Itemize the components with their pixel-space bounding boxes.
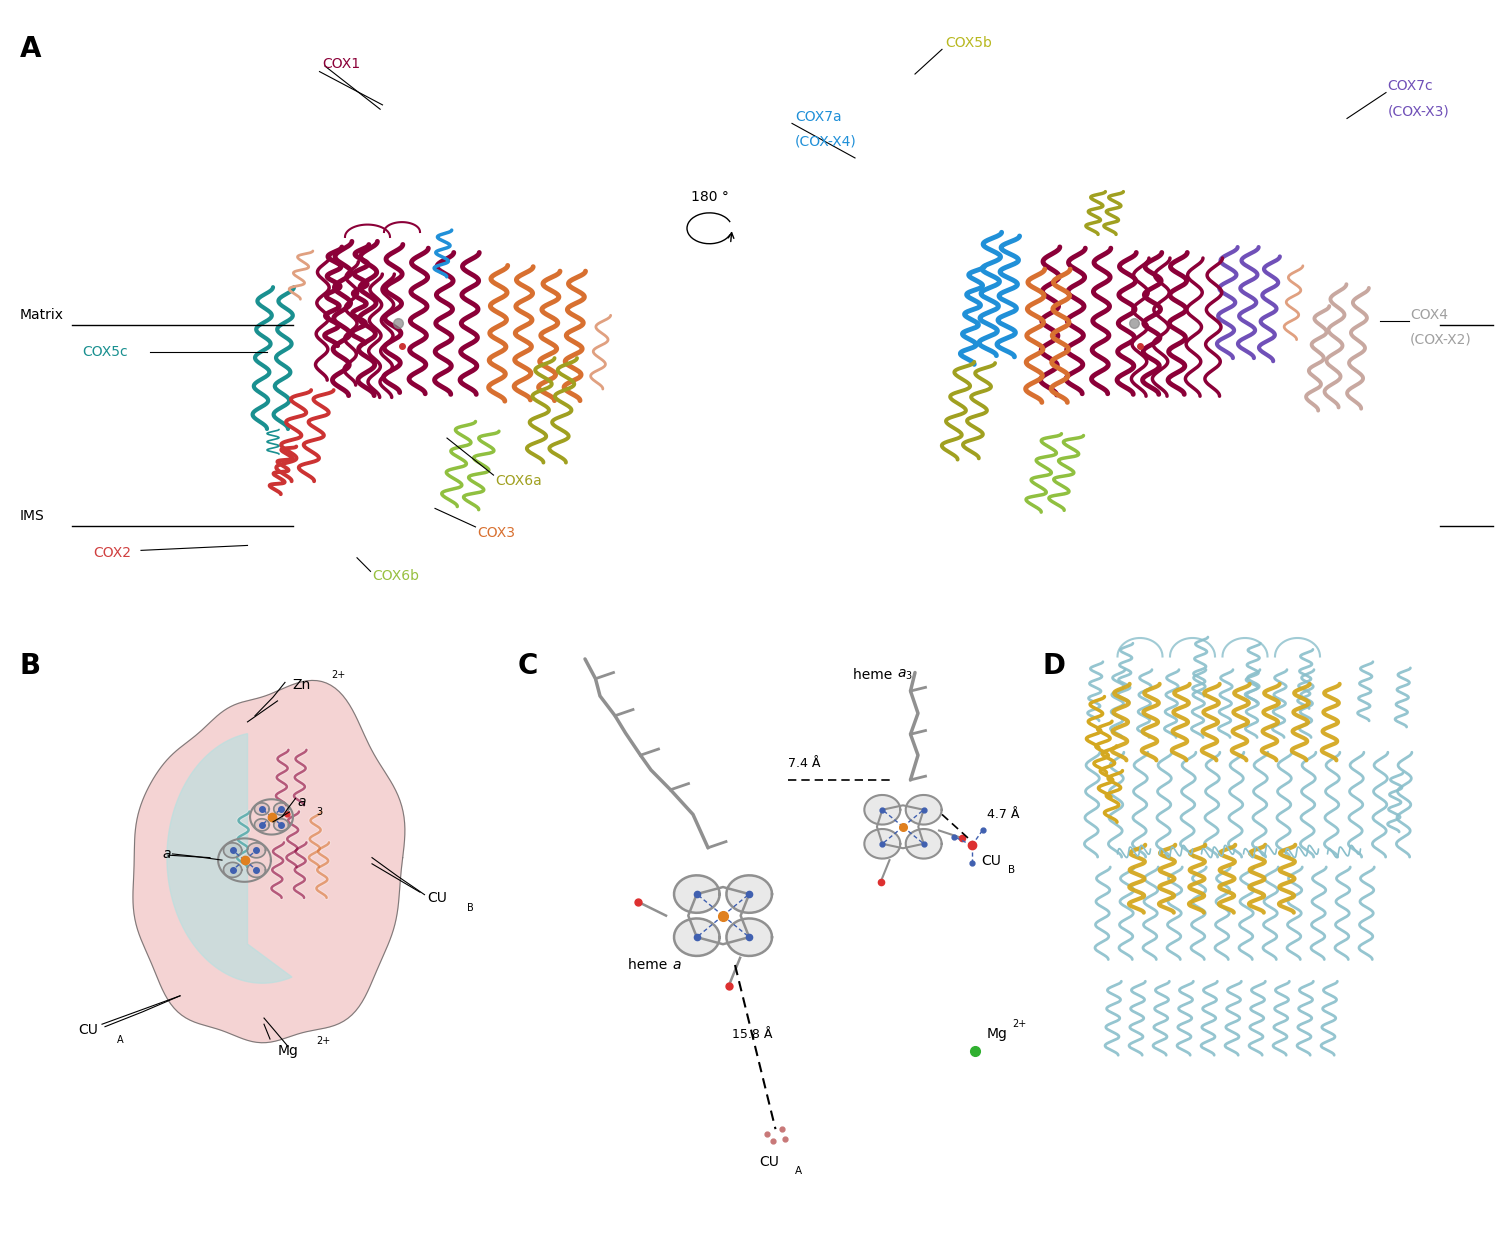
Text: B: B xyxy=(466,903,474,913)
Text: CU: CU xyxy=(759,1155,780,1170)
Text: A: A xyxy=(20,35,40,63)
Text: COX5b: COX5b xyxy=(945,36,992,51)
Polygon shape xyxy=(248,863,266,877)
Text: B: B xyxy=(1008,865,1016,875)
Polygon shape xyxy=(674,875,720,913)
Text: IMS: IMS xyxy=(20,508,45,523)
Text: heme: heme xyxy=(853,668,897,682)
Text: B: B xyxy=(20,652,40,680)
Polygon shape xyxy=(224,843,242,858)
Text: COX4: COX4 xyxy=(1410,307,1448,322)
Text: COX7a: COX7a xyxy=(795,110,842,125)
Polygon shape xyxy=(864,829,900,859)
Text: (COX-X2): (COX-X2) xyxy=(1410,332,1472,347)
Polygon shape xyxy=(906,795,942,824)
Text: A: A xyxy=(117,1035,123,1045)
Text: 180 °: 180 ° xyxy=(690,190,729,204)
Text: $a_3$: $a_3$ xyxy=(897,668,914,682)
Polygon shape xyxy=(674,918,720,956)
Text: CU: CU xyxy=(78,1023,98,1038)
Text: heme: heme xyxy=(628,958,672,972)
Polygon shape xyxy=(134,680,405,1043)
Text: 15.8 Å: 15.8 Å xyxy=(732,1028,772,1040)
Text: COX3: COX3 xyxy=(477,526,514,540)
Text: COX2: COX2 xyxy=(93,545,130,560)
Text: COX5c: COX5c xyxy=(82,344,128,359)
Text: 4.7 Å: 4.7 Å xyxy=(987,808,1020,821)
Polygon shape xyxy=(726,875,772,913)
Text: 2+: 2+ xyxy=(332,670,345,680)
Text: a: a xyxy=(162,847,171,861)
Text: 2+: 2+ xyxy=(1013,1019,1026,1029)
Text: (COX-X4): (COX-X4) xyxy=(795,135,856,149)
Text: CU: CU xyxy=(427,891,447,906)
Polygon shape xyxy=(274,818,288,830)
Text: 7.4 Å: 7.4 Å xyxy=(788,756,820,770)
Polygon shape xyxy=(224,863,242,877)
Polygon shape xyxy=(255,803,270,816)
Text: C: C xyxy=(518,652,538,680)
Polygon shape xyxy=(248,843,266,858)
Polygon shape xyxy=(864,795,900,824)
Text: 2+: 2+ xyxy=(316,1037,330,1046)
Text: a: a xyxy=(297,795,306,810)
Text: COX6b: COX6b xyxy=(372,569,419,584)
Text: COX6a: COX6a xyxy=(495,474,542,489)
Text: A: A xyxy=(795,1166,802,1176)
Text: Mg: Mg xyxy=(278,1044,298,1059)
Text: 3: 3 xyxy=(316,807,322,817)
Polygon shape xyxy=(166,733,292,983)
Polygon shape xyxy=(274,803,288,816)
Text: D: D xyxy=(1042,652,1065,680)
Text: $a$: $a$ xyxy=(672,958,681,972)
Text: Mg: Mg xyxy=(987,1027,1008,1041)
Text: COX7c: COX7c xyxy=(1388,79,1432,94)
Polygon shape xyxy=(906,829,942,859)
Text: Zn: Zn xyxy=(292,677,310,692)
Text: Matrix: Matrix xyxy=(20,307,63,322)
Text: CU: CU xyxy=(981,854,1000,869)
Polygon shape xyxy=(255,818,270,830)
Text: (COX-X3): (COX-X3) xyxy=(1388,104,1449,118)
Text: COX1: COX1 xyxy=(322,57,360,72)
Polygon shape xyxy=(726,918,772,956)
